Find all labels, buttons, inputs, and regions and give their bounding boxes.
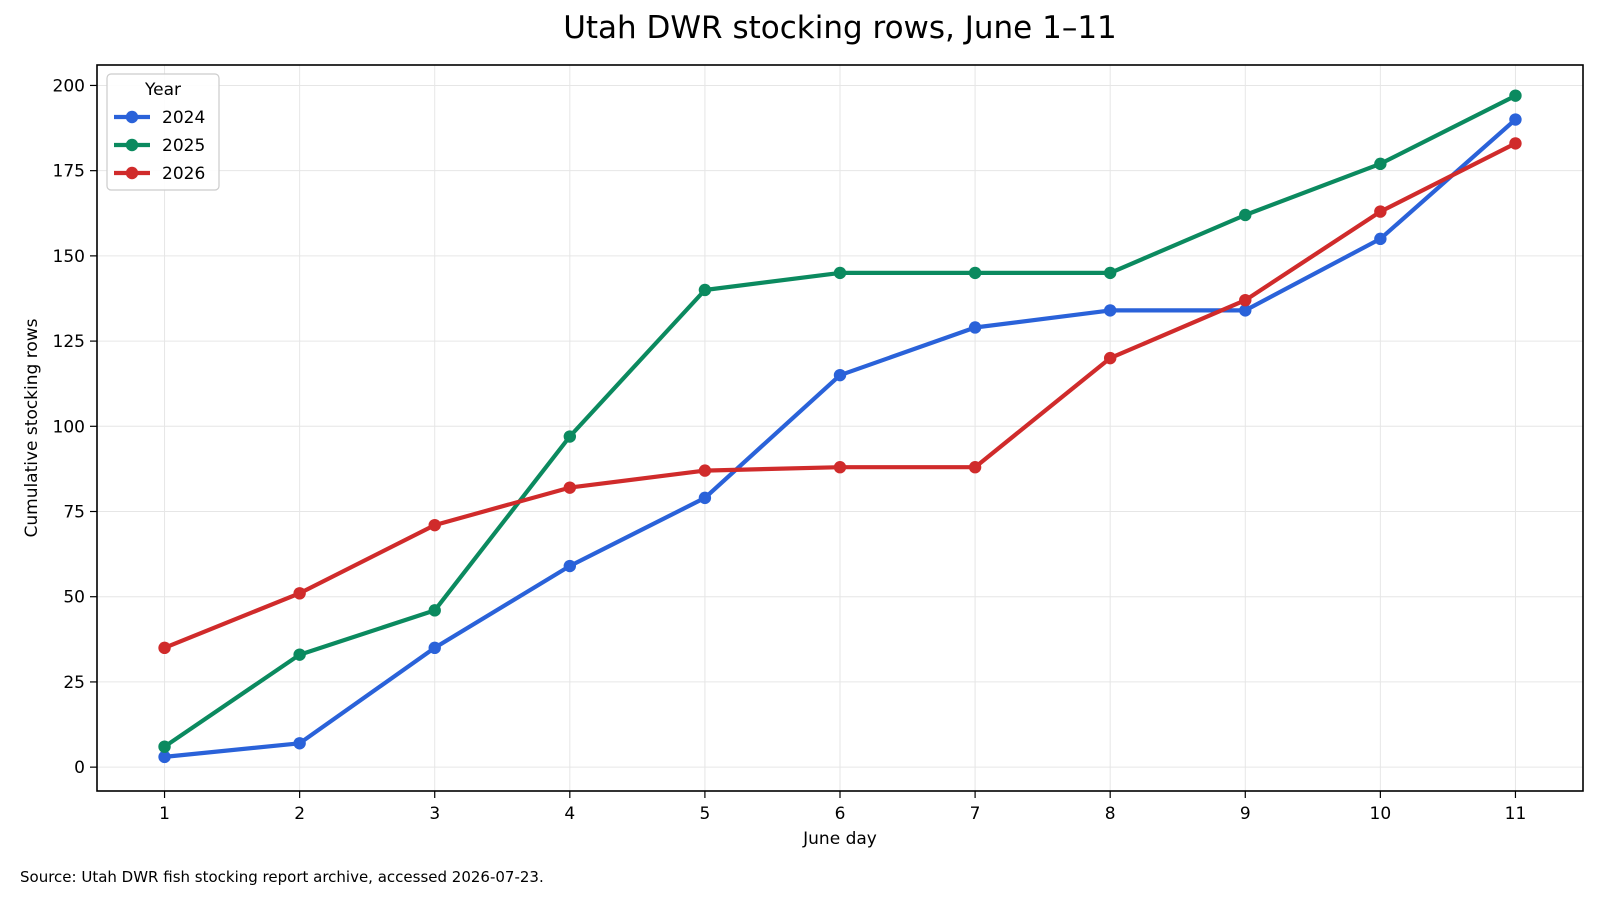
data-point-2025 [1374, 157, 1387, 171]
source-note: Source: Utah DWR fish stocking report ar… [20, 868, 544, 886]
data-point-2025 [698, 283, 712, 297]
legend-label-2026: 2026 [162, 164, 205, 184]
data-point-2026 [1374, 205, 1387, 218]
y-tick-label: 200 [53, 76, 85, 96]
data-point-2026 [563, 481, 577, 494]
data-point-2026 [968, 460, 982, 474]
data-point-2024 [1239, 304, 1252, 317]
legend-title: Year [144, 80, 181, 100]
data-point-2026 [1103, 351, 1117, 365]
chart-title: Utah DWR stocking rows, June 1–11 [563, 10, 1117, 46]
data-point-2026 [293, 587, 306, 600]
data-point-2025 [833, 266, 847, 280]
data-point-2026 [1509, 137, 1522, 150]
data-point-2025 [1509, 89, 1522, 102]
data-point-2026 [698, 464, 712, 477]
legend-swatch-marker-2024 [125, 110, 139, 124]
x-tick-label: 5 [699, 804, 710, 824]
data-point-2024 [1374, 232, 1387, 246]
x-tick-label: 2 [294, 804, 305, 824]
data-point-2024 [428, 641, 441, 655]
x-tick-label: 4 [564, 804, 575, 824]
legend-label-2025: 2025 [162, 136, 205, 156]
legend-label-2024: 2024 [162, 108, 205, 128]
y-tick-label: 50 [63, 588, 85, 608]
data-point-2025 [293, 648, 306, 661]
data-point-2024 [293, 737, 306, 750]
legend-swatch-marker-2026 [125, 166, 139, 180]
x-tick-label: 10 [1370, 804, 1392, 824]
data-point-2026 [428, 518, 441, 532]
data-point-2026 [1239, 293, 1252, 307]
data-point-2024 [563, 559, 577, 573]
data-point-2025 [1103, 266, 1117, 280]
data-point-2024 [158, 750, 171, 764]
x-tick-label: 7 [970, 804, 981, 824]
x-tick-label: 6 [835, 804, 846, 824]
y-axis-label: Cumulative stocking rows [22, 318, 42, 537]
x-tick-label: 11 [1505, 804, 1527, 824]
y-tick-label: 75 [63, 503, 85, 523]
legend-swatch-marker-2025 [125, 138, 139, 152]
y-tick-label: 150 [53, 247, 85, 267]
y-tick-label: 175 [53, 162, 85, 182]
data-point-2025 [1239, 208, 1252, 222]
data-point-2025 [158, 740, 171, 753]
data-point-2024 [698, 491, 712, 505]
data-point-2025 [563, 430, 577, 443]
data-point-2026 [158, 641, 171, 655]
data-point-2024 [1103, 304, 1117, 317]
x-axis-label: June day [802, 829, 877, 849]
x-tick-label: 8 [1105, 804, 1116, 824]
x-tick-label: 3 [429, 804, 440, 824]
data-point-2026 [833, 460, 847, 474]
y-tick-label: 25 [63, 673, 85, 693]
data-point-2025 [428, 604, 441, 617]
y-tick-label: 125 [53, 332, 85, 352]
data-point-2024 [833, 368, 847, 382]
x-tick-label: 1 [159, 804, 170, 824]
data-point-2024 [968, 321, 982, 334]
legend-box [106, 73, 220, 191]
x-tick-label: 9 [1240, 804, 1251, 824]
data-point-2024 [1509, 113, 1522, 126]
y-tick-label: 100 [53, 417, 85, 437]
y-tick-label: 0 [74, 758, 85, 778]
data-point-2025 [968, 266, 982, 280]
